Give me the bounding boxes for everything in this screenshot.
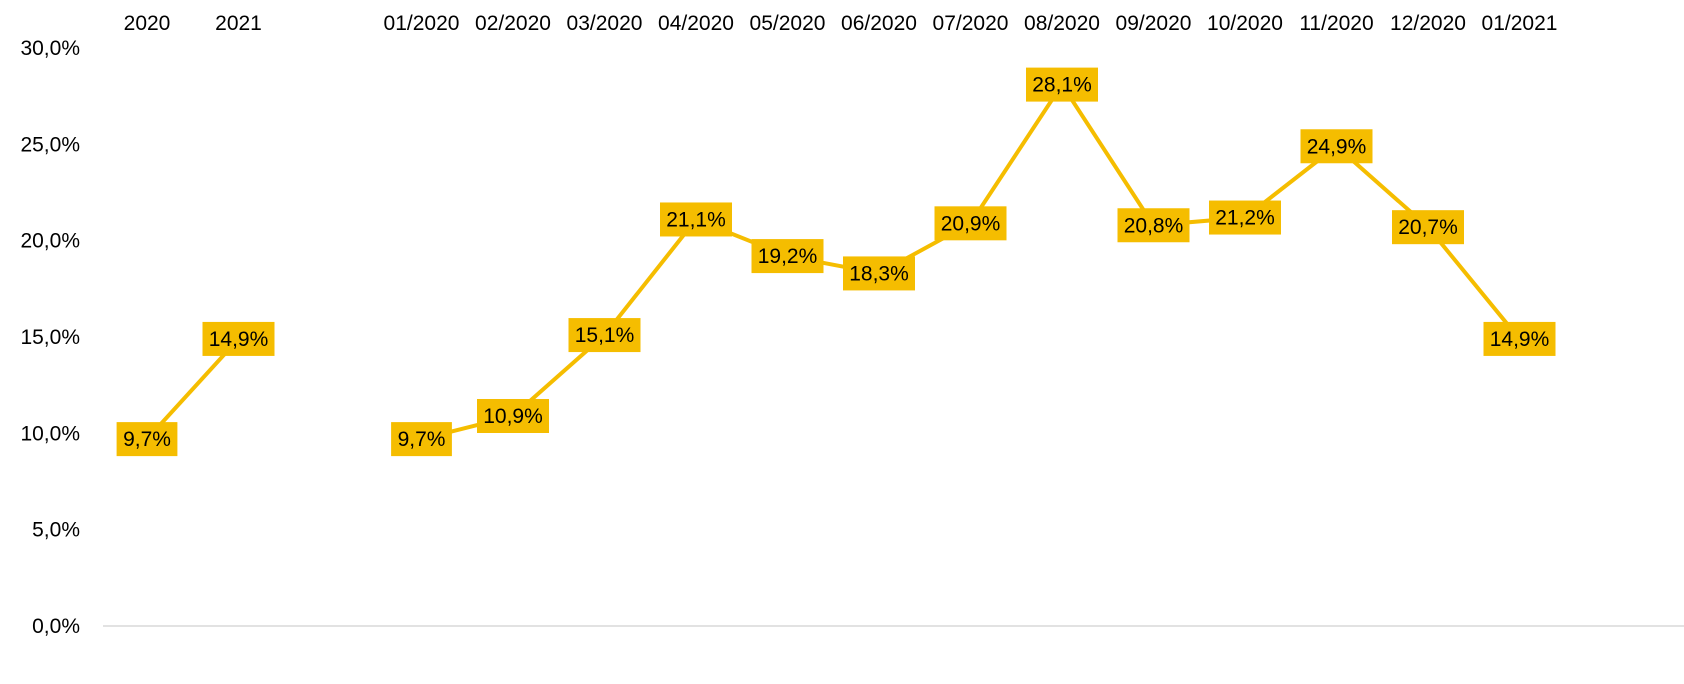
data-label: 15,1% [568, 318, 641, 353]
data-label-text: 20,8% [1124, 214, 1184, 237]
x-tick-label: 05/2020 [750, 12, 826, 35]
y-tick-label: 5,0% [32, 519, 80, 542]
x-tick-label: 04/2020 [658, 12, 734, 35]
data-label-text: 19,2% [758, 245, 818, 268]
data-label: 21,1% [660, 202, 732, 237]
data-label-box [1392, 210, 1464, 245]
data-label-box [1300, 129, 1373, 164]
data-label-text: 14,9% [209, 328, 269, 351]
x-tick-label: 2021 [215, 12, 262, 35]
data-label-text: 24,9% [1307, 135, 1367, 158]
y-tick-label: 25,0% [20, 133, 80, 156]
data-label: 21,2% [1209, 200, 1281, 235]
data-label-text: 21,2% [1215, 207, 1275, 230]
data-label-box [660, 202, 732, 237]
data-label-box [391, 422, 452, 457]
data-label: 9,7% [116, 422, 178, 457]
data-label-box [934, 206, 1007, 241]
data-label-box [1483, 321, 1556, 356]
x-tick-label: 02/2020 [475, 12, 551, 35]
x-tick-label: 07/2020 [933, 12, 1009, 35]
x-tick-label: 08/2020 [1024, 12, 1100, 35]
x-tick-label: 10/2020 [1207, 12, 1283, 35]
data-label-text: 21,1% [666, 208, 726, 231]
data-label-text: 9,7% [123, 428, 171, 451]
data-label-text: 10,9% [483, 405, 543, 428]
data-labels: 9,7% 14,9% 9,7% 10,9% 15,1% 21,1% 19,2% 18,3% 20… [116, 67, 1556, 457]
data-label-box [751, 239, 824, 274]
data-label-text: 15,1% [575, 324, 635, 347]
y-tick-label: 20,0% [20, 230, 80, 253]
y-tick-label: 15,0% [20, 326, 80, 349]
data-label: 19,2% [751, 239, 824, 274]
data-label: 20,8% [1117, 208, 1190, 243]
data-label-box [568, 318, 641, 353]
data-label: 10,9% [477, 398, 549, 433]
y-tick-label: 30,0% [20, 37, 80, 60]
data-label: 14,9% [1483, 321, 1556, 356]
data-label: 14,9% [202, 321, 275, 356]
data-label-text: 14,9% [1490, 328, 1550, 351]
data-label-box [1026, 67, 1098, 102]
data-label-text: 9,7% [398, 428, 446, 451]
data-label-text: 18,3% [849, 262, 909, 285]
data-label: 28,1% [1026, 67, 1098, 102]
axis-layer: 0,0% 5,0% 10,0% 15,0% 20,0% 25,0% 30,0% 2020 202… [20, 12, 1684, 638]
x-tick-label: 2020 [124, 12, 171, 35]
x-tick-label: 12/2020 [1390, 12, 1466, 35]
x-tick-label: 01/2021 [1482, 12, 1558, 35]
data-label-box [477, 398, 549, 433]
y-tick-label: 10,0% [20, 422, 80, 445]
data-label-text: 20,7% [1398, 216, 1458, 239]
data-label-text: 20,9% [941, 212, 1001, 235]
data-label-box [202, 321, 275, 356]
data-label-text: 28,1% [1032, 74, 1092, 97]
y-tick-label: 0,0% [32, 615, 80, 638]
data-label: 9,7% [391, 422, 452, 457]
data-label-box [116, 422, 178, 457]
data-label-box [1117, 208, 1190, 243]
data-label-box [1209, 200, 1281, 235]
data-label-box [843, 256, 915, 291]
data-label: 20,7% [1392, 210, 1464, 245]
x-tick-label: 09/2020 [1116, 12, 1192, 35]
x-tick-label: 06/2020 [841, 12, 917, 35]
data-label: 18,3% [843, 256, 915, 291]
x-tick-label: 11/2020 [1299, 12, 1373, 35]
x-tick-label: 03/2020 [567, 12, 643, 35]
data-label: 20,9% [934, 206, 1007, 241]
x-tick-label: 01/2020 [384, 12, 460, 35]
data-label: 24,9% [1300, 129, 1373, 164]
